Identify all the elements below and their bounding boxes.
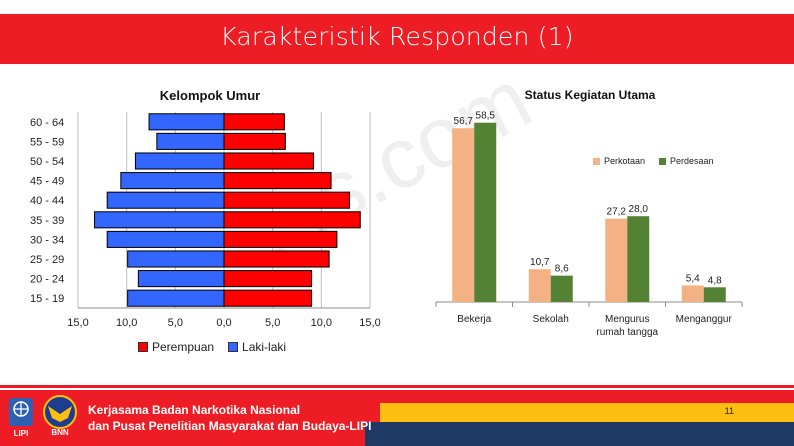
bar-laki-laki: [134, 152, 225, 170]
x-category-label: Menganggur: [676, 314, 733, 325]
chart-title-age: Kelompok Umur: [159, 88, 261, 103]
chart-title-activity: Status Kegiatan Utama: [524, 88, 656, 102]
bar-laki-laki: [127, 250, 225, 268]
y-category-label: 50 - 54: [30, 156, 64, 168]
bnn-logo-text: BNN: [51, 428, 69, 437]
footer-yellow-bar: [380, 403, 794, 422]
bar-perempuan: [223, 289, 313, 307]
bar-perempuan: [223, 113, 285, 131]
activity-legend: Perkotaan Perdesaan: [593, 156, 714, 166]
x-category-label: rumah tangga: [596, 327, 658, 338]
data-label: 27,2: [607, 207, 627, 218]
data-label: 8,6: [555, 264, 569, 275]
x-tick-label: 15,0: [67, 317, 88, 329]
x-tick-label: 10,0: [311, 317, 332, 329]
bar-perkotaan: [452, 128, 475, 302]
legend-swatch-laki-laki: [228, 342, 239, 352]
footer-line-1: Kerjasama Badan Narkotika Nasional: [88, 403, 301, 417]
bar-perempuan: [223, 211, 361, 229]
data-label: 10,7: [530, 257, 550, 268]
footer-line-2: dan Pusat Penelitian Masyarakat dan Buda…: [88, 419, 372, 433]
title-bar: Karakteristik Responden (1): [0, 14, 794, 64]
legend-swatch-perempuan: [138, 342, 148, 352]
bar-laki-laki: [106, 230, 225, 248]
data-label: 58,5: [476, 111, 496, 122]
bar-laki-laki: [148, 113, 225, 131]
legend-item-perkotaan: Perkotaan: [593, 156, 645, 166]
data-label: 4,8: [708, 275, 722, 286]
bar-perempuan: [223, 250, 330, 268]
lipi-logo-text: LIPI: [14, 429, 29, 438]
footer-divider: [0, 388, 794, 390]
y-category-label: 20 - 24: [30, 274, 64, 286]
bar-laki-laki: [106, 191, 225, 209]
x-category-label: Mengurus: [605, 314, 649, 325]
legend-swatch-perdesaan: [659, 157, 667, 165]
bar-perkotaan: [605, 218, 628, 302]
x-tick-label: 5,0: [265, 317, 280, 329]
x-tick-label: 5,0: [168, 317, 183, 329]
page-number: 11: [724, 406, 734, 416]
bar-perkotaan: [528, 269, 551, 302]
bar-laki-laki: [120, 172, 225, 190]
legend-label-perempuan: Perempuan: [152, 340, 215, 354]
y-category-label: 60 - 64: [30, 117, 64, 129]
bar-perdesaan: [703, 287, 726, 302]
slide-title: Karakteristik Responden (1): [220, 22, 574, 51]
x-tick-label: 15,0: [359, 317, 380, 329]
bnn-logo: BNN: [43, 395, 77, 437]
bar-perkotaan: [681, 285, 704, 302]
y-category-label: 40 - 44: [30, 195, 64, 207]
legend-label-laki-laki: Laki-laki: [242, 340, 287, 354]
bar-laki-laki: [127, 289, 225, 307]
bar-perdesaan: [474, 122, 497, 303]
data-label: 56,7: [454, 116, 474, 127]
lipi-logo: LIPI: [9, 398, 33, 438]
legend-item-laki-laki: Laki-laki: [228, 340, 286, 354]
bar-perempuan: [223, 152, 315, 170]
footer-top-line: [0, 385, 794, 388]
bar-perempuan: [223, 230, 338, 248]
bar-perdesaan: [627, 216, 650, 302]
x-category-label: Bekerja: [457, 314, 491, 325]
y-category-label: 55 - 59: [30, 136, 64, 148]
y-category-label: 25 - 29: [30, 254, 64, 266]
y-category-label: 30 - 34: [30, 234, 64, 246]
bar-laki-laki: [94, 211, 225, 229]
legend-item-perempuan: Perempuan: [138, 340, 214, 354]
bar-perempuan: [223, 270, 313, 288]
data-label: 5,4: [686, 273, 700, 284]
legend-swatch-perkotaan: [593, 157, 600, 165]
legend-item-perdesaan: Perdesaan: [659, 156, 714, 166]
x-tick-label: 0,0: [216, 317, 231, 329]
y-category-label: 45 - 49: [30, 176, 64, 188]
age-legend: Perempuan Laki-laki: [138, 340, 286, 354]
watermark: ...s.com: [235, 50, 547, 277]
bar-perempuan: [223, 132, 286, 150]
bar-perdesaan: [550, 275, 573, 302]
bar-laki-laki: [137, 270, 225, 288]
x-category-label: Sekolah: [533, 314, 569, 325]
footer-navy-bar: [365, 422, 794, 446]
legend-label-perdesaan: Perdesaan: [670, 156, 714, 166]
y-category-label: 35 - 39: [30, 215, 64, 227]
data-label: 28,0: [629, 204, 649, 215]
footer-credit: Kerjasama Badan Narkotika Nasional dan P…: [88, 402, 371, 434]
bar-perempuan: [223, 191, 351, 209]
y-category-label: 15 - 19: [30, 293, 64, 305]
x-tick-label: 10,0: [116, 317, 137, 329]
bar-laki-laki: [156, 132, 225, 150]
bar-perempuan: [223, 172, 332, 190]
legend-label-perkotaan: Perkotaan: [604, 156, 646, 166]
